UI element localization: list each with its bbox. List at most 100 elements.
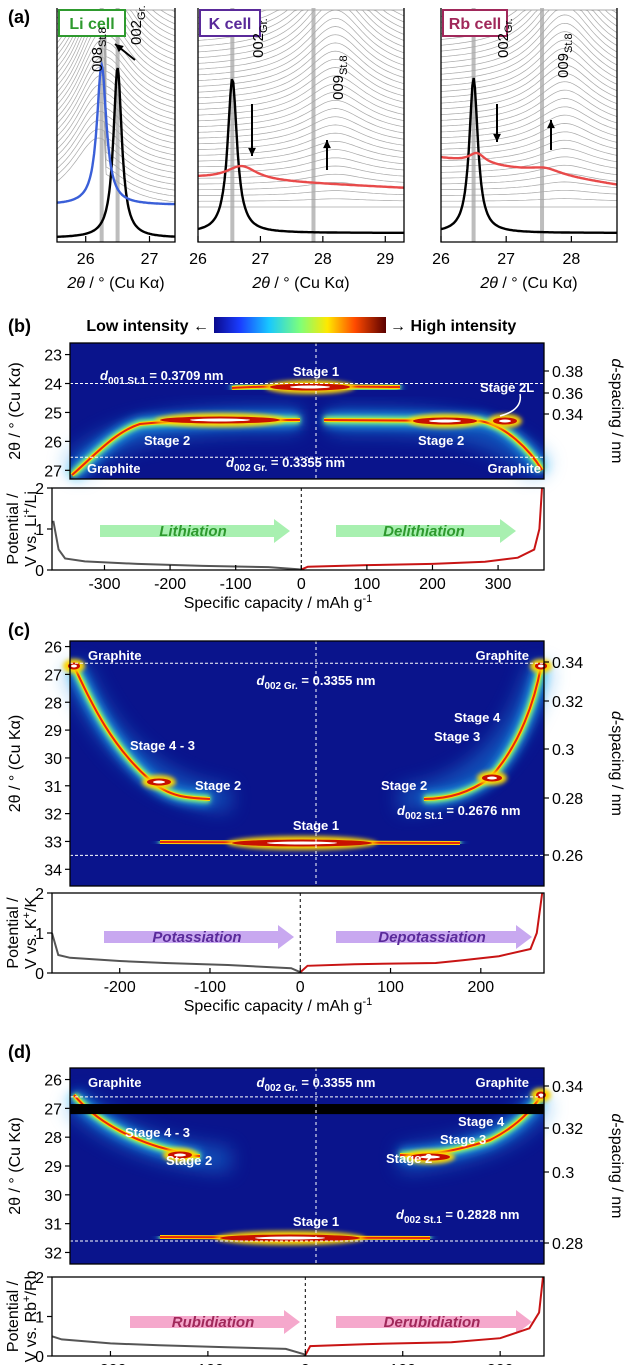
- waterfall-curve: [440, 39, 618, 92]
- potential-panel-d-pot: Rubidiation Derubidiation -200 -100 0 100 200 0…: [5, 1270, 545, 1365]
- y-tick-label: 32: [44, 807, 62, 824]
- y-tick-label: 26: [44, 640, 62, 657]
- heatmap-annotation: Graphite: [88, 1075, 141, 1090]
- waterfall-curve: [441, 164, 618, 179]
- y2-tick-label: 0.3: [552, 742, 574, 759]
- x-tick-label: 200: [419, 576, 446, 593]
- axis-frame: [197, 8, 405, 243]
- y-tick-label: 1: [35, 926, 44, 943]
- heatmap-annotation: Stage 2: [144, 433, 190, 448]
- y2-tick-label: 0.34: [552, 655, 583, 672]
- waterfall-curve: [197, 26, 405, 82]
- waterfall-curve: [440, 139, 618, 162]
- waterfall-curve: [56, 84, 176, 168]
- y-axis-label: 2θ / ° (Cu Kα): [7, 362, 24, 459]
- waterfall-curve: [56, 9, 176, 108]
- heatmap-annotation: Graphite: [476, 648, 529, 663]
- waterfall-curve: [440, 73, 618, 115]
- y-tick-label: 2: [35, 1270, 44, 1287]
- waterfall-curve: [440, 148, 618, 167]
- heatmap-annotation: d001 St.1 = 0.3709 nm: [100, 368, 223, 387]
- charge-curve: [304, 1276, 544, 1356]
- waterfall-curve: [197, 198, 404, 202]
- x-tick-label: -100: [192, 1362, 224, 1365]
- waterfall-curve: [197, 42, 405, 93]
- y-tick-label: 25: [44, 405, 62, 422]
- waterfall-curve: [56, 48, 176, 144]
- shift-arrow-head: [323, 140, 331, 149]
- waterfall-curve: [197, 9, 405, 47]
- waterfall-curve: [198, 190, 405, 196]
- shift-arrow-head: [248, 147, 256, 156]
- y-tick-label: 28: [44, 1130, 62, 1147]
- process-arrow: [336, 1310, 532, 1334]
- waterfall-curve: [198, 157, 405, 173]
- y2-tick-label: 0.34: [552, 407, 583, 424]
- heatmap-annotation: Stage 2: [386, 1151, 432, 1166]
- waterfall-curve: [197, 9, 405, 64]
- process-arrow: [336, 925, 532, 949]
- heatmap-annotation: Stage 1: [293, 364, 339, 379]
- hot-spot-core: [153, 780, 165, 784]
- process-arrow: [100, 519, 290, 543]
- y-tick-label: 29: [44, 723, 62, 740]
- y2-tick-label: 0.26: [552, 848, 583, 865]
- series-line-1: [440, 151, 618, 186]
- x-tick-label: 26: [77, 251, 95, 268]
- heatmap-annotation: Stage 2: [418, 433, 464, 448]
- x-tick-label: 29: [376, 251, 394, 268]
- y-tick-label: 33: [44, 834, 62, 851]
- waterfall-curve: [440, 123, 618, 150]
- peak-annotation: 009St.8: [330, 55, 350, 100]
- callout-arrow: [499, 393, 522, 417]
- heatmap-annotation: Stage 4 - 3: [125, 1125, 190, 1140]
- waterfall-curve: [440, 9, 618, 58]
- discharge-curve: [52, 520, 302, 571]
- waterfall-curve: [56, 137, 176, 203]
- heatmap-annotation: d002 Gr. = 0.3355 nm: [226, 455, 345, 474]
- x-tick-label: 200: [487, 1362, 514, 1365]
- waterfall-curve: [197, 50, 405, 99]
- process-arrow: [104, 925, 294, 949]
- y-tick-label: 31: [44, 779, 62, 796]
- process-label: Delithiation: [383, 523, 465, 540]
- panel-letter-0: (a): [8, 7, 30, 27]
- heatmap-annotation: d002 St.1 = 0.2676 nm: [397, 803, 520, 822]
- x-axis-label: Specific capacity / mAh g-1: [184, 996, 373, 1015]
- hot-spot-core: [190, 418, 250, 422]
- heatmap-annotation: Graphite: [87, 461, 140, 476]
- heatmap-background: [70, 343, 544, 479]
- peak-annotation: 008St.8: [89, 27, 109, 72]
- shift-arrow-head: [493, 133, 501, 142]
- waterfall-curve: [197, 58, 405, 104]
- waterfall-curve: [197, 99, 405, 133]
- waterfall-curve: [197, 108, 405, 139]
- heatmap-annotation: Stage 3: [440, 1132, 486, 1147]
- waterfall-curve: [56, 9, 176, 103]
- process-label: Potassiation: [152, 929, 241, 946]
- heatmap-annotation: Stage 4: [454, 710, 501, 725]
- colorbar-high-label: → High intensity: [390, 318, 516, 335]
- waterfall-curve: [440, 156, 618, 173]
- waterfall-curve: [441, 173, 618, 185]
- y-tick-label: 2: [35, 886, 44, 903]
- x-tick-label: 0: [296, 979, 305, 996]
- x-tick-label: 27: [252, 251, 270, 268]
- masked-band: [70, 1104, 544, 1115]
- waterfall-curve: [197, 9, 405, 53]
- heatmap-annotation: d002 Gr. = 0.3355 nm: [256, 673, 375, 692]
- x-axis-label: 2θ / ° (Cu Kα): [251, 275, 349, 292]
- y2-tick-label: 0.36: [552, 386, 583, 403]
- waterfall-curve: [197, 149, 405, 168]
- waterfall-curve: [198, 173, 405, 185]
- waterfall-curve: [440, 47, 618, 98]
- x-tick-label: 26: [189, 251, 207, 268]
- hot-spot-core: [538, 664, 544, 668]
- waterfall-curve: [197, 116, 405, 145]
- y-tick-label: 0: [35, 563, 44, 580]
- x-tick-label: 26: [432, 251, 450, 268]
- waterfall-curve: [440, 131, 618, 156]
- y-axis-label: 2θ / ° (Cu Kα): [7, 1117, 24, 1214]
- y2-tick-label: 0.28: [552, 1236, 583, 1253]
- peak-annotation: 009St.8: [555, 33, 575, 78]
